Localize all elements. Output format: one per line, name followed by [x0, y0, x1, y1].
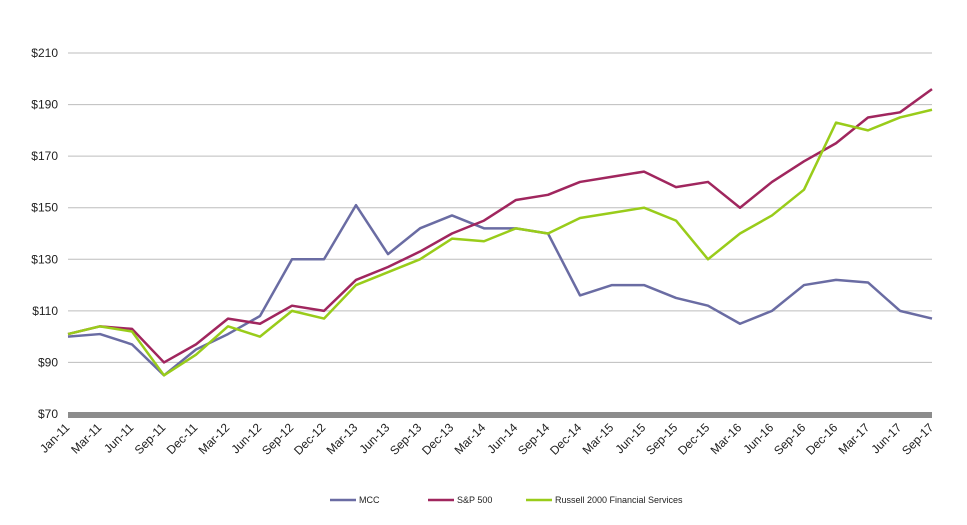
series-line — [67, 203, 933, 377]
x-tick-label: Dec-14 — [547, 420, 584, 457]
y-tick-label: $70 — [38, 407, 58, 421]
x-tick-label: Dec-15 — [675, 420, 712, 457]
x-axis — [68, 412, 932, 418]
y-tick-label: $190 — [31, 98, 58, 112]
x-tick-label: Dec-16 — [803, 420, 840, 457]
x-tick-label: Jun-15 — [613, 420, 649, 456]
y-tick-label: $150 — [31, 201, 58, 215]
x-tick-label: Mar-17 — [836, 420, 873, 457]
x-tick-label: Sep-12 — [259, 420, 296, 457]
legend-label: Russell 2000 Financial Services — [555, 495, 683, 505]
x-tick-label: Dec-11 — [164, 420, 201, 457]
x-tick-label: Sep-16 — [771, 420, 808, 457]
x-tick-label: Mar-16 — [708, 420, 745, 457]
y-tick-label: $110 — [32, 304, 58, 318]
x-tick-label: Mar-12 — [196, 420, 233, 457]
x-tick-label: Jun-14 — [485, 420, 521, 456]
x-tick-label: Sep-13 — [387, 420, 424, 457]
x-tick-label: Mar-13 — [324, 420, 361, 457]
legend-label: S&P 500 — [457, 495, 492, 505]
legend-label: MCC — [359, 495, 380, 505]
x-tick-label: Jan-11 — [37, 420, 72, 455]
y-tick-label: $90 — [38, 355, 58, 369]
x-tick-label: Jun-17 — [869, 420, 905, 456]
x-tick-label: Dec-12 — [291, 420, 328, 457]
y-tick-label: $210 — [31, 46, 58, 60]
x-tick-label: Sep-11 — [132, 420, 169, 457]
x-tick-label: Mar-11 — [68, 420, 104, 456]
x-tick-label: Jun-13 — [357, 420, 393, 456]
y-tick-label: $170 — [31, 149, 58, 163]
x-tick-label: Sep-15 — [643, 420, 680, 457]
x-tick-label: Sep-14 — [515, 420, 552, 457]
x-tick-label: Sep-17 — [899, 420, 936, 457]
series-line — [67, 108, 933, 377]
x-tick-label: Mar-14 — [452, 420, 489, 457]
x-tick-label: Mar-15 — [580, 420, 617, 457]
x-tick-label: Jun-12 — [229, 420, 265, 456]
series-line — [67, 88, 933, 364]
x-tick-label: Jun-11 — [101, 420, 136, 455]
x-tick-label: Jun-16 — [741, 420, 777, 456]
y-tick-label: $130 — [31, 252, 58, 266]
x-tick-label: Dec-13 — [419, 420, 456, 457]
